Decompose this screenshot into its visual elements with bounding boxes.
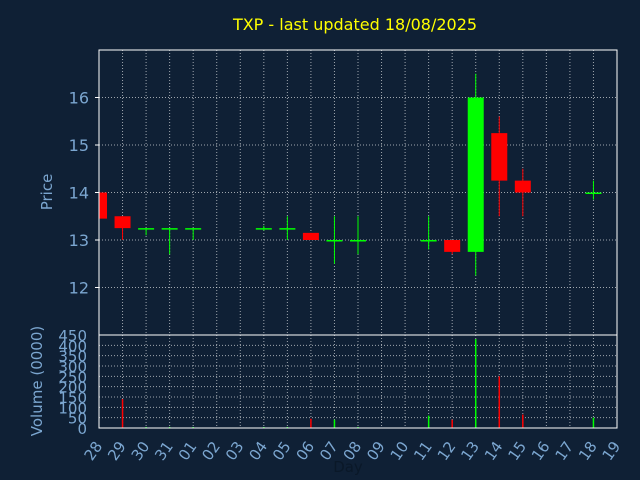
candle xyxy=(444,240,461,255)
candle xyxy=(161,228,178,255)
price-tick-label: 15 xyxy=(69,136,89,155)
volume-grid xyxy=(99,335,617,428)
volume-bar xyxy=(357,426,359,428)
candle-body xyxy=(326,240,343,242)
candle xyxy=(114,216,131,240)
volume-bar xyxy=(310,418,312,428)
volume-bar xyxy=(474,339,477,428)
volume-bar xyxy=(121,399,124,428)
candle-body xyxy=(279,228,296,230)
candle xyxy=(185,228,202,240)
candle-body xyxy=(302,232,319,240)
candle-body xyxy=(99,192,107,219)
price-tick-label: 13 xyxy=(69,231,89,250)
price-tick-label: 16 xyxy=(69,89,89,108)
volume-tick-label: 400 xyxy=(58,337,87,355)
x-axis-label: Day xyxy=(333,458,363,476)
candle xyxy=(420,216,437,250)
candle-body xyxy=(514,180,531,193)
volume-bar xyxy=(333,419,336,428)
volume-tick-label: 200 xyxy=(58,379,87,397)
volume-bar xyxy=(592,417,595,428)
candle xyxy=(302,232,319,240)
volume-tick-label: 250 xyxy=(58,368,87,386)
candle xyxy=(279,216,296,240)
candle-body xyxy=(467,97,484,252)
volume-bar xyxy=(286,426,289,428)
candle-body xyxy=(444,240,461,252)
candle xyxy=(491,116,508,217)
candle xyxy=(350,216,366,255)
price-tick-labels: 12 13 14 15 16 xyxy=(69,89,99,298)
candle xyxy=(98,192,107,219)
candle-body xyxy=(585,192,602,194)
chart-title: TXP - last updated 18/08/2025 xyxy=(232,15,477,34)
volume-bar xyxy=(263,426,265,428)
volume-tick-label: 350 xyxy=(58,348,87,366)
volume-bar xyxy=(451,419,453,428)
volume-bar xyxy=(168,426,171,428)
candle xyxy=(585,180,602,200)
candle xyxy=(255,225,272,231)
price-tick-label: 12 xyxy=(69,279,89,298)
candle-body xyxy=(138,228,155,230)
volume-bar xyxy=(192,426,194,428)
price-tick-label: 14 xyxy=(69,184,89,203)
price-grid xyxy=(99,50,617,335)
volume-tick-label: 0 xyxy=(77,420,87,438)
candle-body xyxy=(350,240,366,242)
volume-tick-label: 450 xyxy=(58,327,87,345)
candle-body xyxy=(420,240,437,242)
volume-bars xyxy=(121,339,595,428)
candle-body xyxy=(255,228,272,230)
volume-bar xyxy=(498,376,501,428)
volume-tick-label: 150 xyxy=(58,389,87,407)
candle xyxy=(467,73,484,276)
candle-body xyxy=(161,228,178,230)
volume-panel-frame xyxy=(98,334,618,429)
volume-tick-label: 50 xyxy=(68,410,87,428)
candle xyxy=(514,168,531,217)
candles xyxy=(98,73,602,276)
volume-bar xyxy=(145,426,147,428)
volume-bar xyxy=(427,415,430,428)
candle-body xyxy=(185,228,202,230)
candle-body xyxy=(114,216,131,229)
volume-tick-label: 100 xyxy=(58,399,87,417)
volume-axis-label: Volume (0000) xyxy=(28,326,46,436)
price-axis-label: Price xyxy=(38,174,56,211)
candle xyxy=(138,228,155,236)
candle xyxy=(326,216,343,264)
volume-tick-label: 300 xyxy=(58,358,87,376)
volume-bar xyxy=(522,414,524,428)
candle-body xyxy=(491,133,508,181)
